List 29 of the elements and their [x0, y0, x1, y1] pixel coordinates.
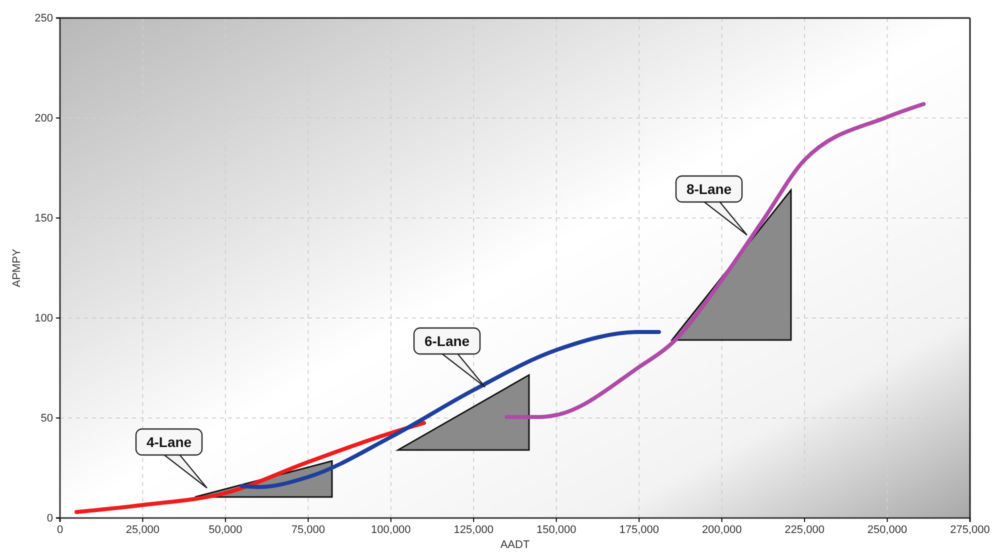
x-tick-label: 275,000 [950, 524, 990, 536]
y-axis-title: APMPY [11, 248, 23, 288]
x-tick-label: 50,000 [208, 524, 242, 536]
callout: 4-Lane [135, 428, 208, 489]
x-tick-label: 25,000 [126, 524, 160, 536]
y-tick-label: 250 [34, 12, 53, 25]
line-series [240, 330, 661, 489]
callout: 8-Lane [675, 175, 748, 236]
y-tick-label: 200 [34, 112, 53, 125]
line-series [74, 421, 426, 514]
line-series [504, 102, 926, 419]
x-tick-label: 225,000 [784, 524, 824, 536]
x-axis-title: AADT [500, 539, 530, 551]
x-tick-label: 250,000 [867, 524, 908, 536]
y-tick-label: 50 [40, 412, 53, 425]
x-tick-label: 100,000 [371, 524, 411, 536]
annotation: 6-Lane [424, 333, 470, 349]
x-tick-label: 200,000 [702, 524, 742, 536]
x-tick-label: 175,000 [619, 524, 659, 536]
x-tick-label: 75,000 [291, 524, 326, 536]
x-tick-label: 150,000 [536, 524, 576, 536]
y-tick-label: 0 [46, 512, 53, 525]
annotation: 8-Lane [686, 181, 732, 197]
y-tick-label: 150 [34, 212, 53, 225]
x-tick-label: 0 [56, 524, 64, 536]
annotation: 4-Lane [146, 434, 192, 450]
y-tick-label: 100 [34, 312, 53, 325]
x-tick-label: 125,000 [454, 524, 494, 536]
callout: 6-Lane [413, 327, 486, 388]
